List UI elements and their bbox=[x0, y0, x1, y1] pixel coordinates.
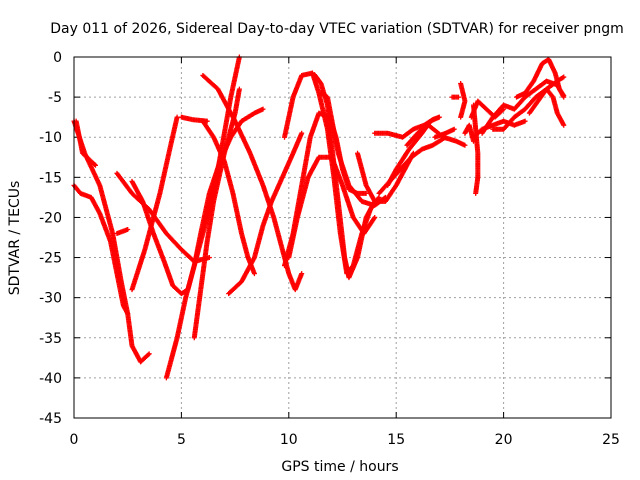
series-arc-26 bbox=[458, 80, 468, 120]
data-point bbox=[92, 161, 98, 167]
data-point bbox=[92, 162, 98, 168]
y-tick-labels: 0 -5 -10 -15 -20 -25 -30 -35 -40 -45 bbox=[39, 50, 62, 427]
series-arc-25 bbox=[449, 94, 461, 100]
data-point bbox=[299, 271, 305, 277]
data-point bbox=[204, 118, 210, 124]
x-axis-label: GPS time / hours bbox=[281, 459, 398, 475]
series-arc-7 bbox=[129, 114, 180, 293]
data-point bbox=[473, 190, 479, 196]
y-tick-label: -30 bbox=[39, 291, 62, 307]
series-arc-22 bbox=[385, 114, 442, 188]
data-point bbox=[372, 198, 378, 204]
y-axis-label: SDTVAR / TECUs bbox=[7, 181, 23, 296]
x-tick-labels: 0 5 10 15 20 25 bbox=[70, 432, 620, 448]
data-point bbox=[561, 122, 567, 128]
y-tick-label: -5 bbox=[48, 90, 62, 106]
series-arc-23 bbox=[404, 122, 468, 148]
y-tick-label: -10 bbox=[39, 130, 62, 146]
series-arc-13 bbox=[226, 130, 305, 297]
data-point bbox=[260, 106, 266, 112]
x-tick-label: 0 bbox=[70, 432, 79, 448]
y-tick-label: -40 bbox=[39, 371, 62, 387]
series-arc-4 bbox=[114, 226, 131, 236]
data-point bbox=[458, 114, 464, 120]
series-arc-19 bbox=[355, 150, 378, 204]
series-arc-14 bbox=[282, 110, 369, 269]
data-point bbox=[251, 271, 257, 277]
y-tick-label: -15 bbox=[39, 170, 62, 186]
data-point bbox=[299, 130, 305, 136]
series-arc-18 bbox=[318, 90, 388, 208]
x-tick-label: 20 bbox=[495, 432, 513, 448]
y-tick-label: -25 bbox=[39, 251, 62, 267]
data-point bbox=[125, 226, 131, 232]
data-point bbox=[372, 214, 378, 220]
series-arc-9 bbox=[163, 106, 266, 381]
data-point bbox=[451, 126, 457, 132]
data-point bbox=[236, 86, 242, 92]
x-tick-label: 5 bbox=[177, 432, 186, 448]
data-point bbox=[206, 255, 212, 261]
data-point bbox=[462, 142, 468, 148]
y-tick-label: -35 bbox=[39, 331, 62, 347]
series-arc-24 bbox=[432, 126, 457, 140]
series-arc-1 bbox=[71, 118, 152, 365]
data-point bbox=[145, 352, 151, 358]
series-arc-34 bbox=[526, 86, 567, 128]
data-points bbox=[71, 54, 567, 381]
series-arc-15 bbox=[282, 70, 382, 277]
series-arc-20 bbox=[376, 134, 449, 196]
data-point bbox=[174, 114, 180, 120]
plot-frame bbox=[73, 56, 612, 419]
x-tick-label: 10 bbox=[280, 432, 298, 448]
data-point bbox=[455, 94, 461, 100]
chart-title: Day 011 of 2026, Sidereal Day-to-day VTE… bbox=[50, 21, 624, 37]
series-arc-8 bbox=[178, 114, 210, 124]
data-point bbox=[561, 74, 567, 80]
x-tick-label: 15 bbox=[387, 432, 405, 448]
series-arc-6 bbox=[129, 54, 242, 297]
data-point bbox=[381, 195, 387, 201]
data-point bbox=[125, 311, 131, 317]
y-tick-label: 0 bbox=[53, 50, 62, 66]
data-point bbox=[436, 114, 442, 120]
y-tick-label: -20 bbox=[39, 210, 62, 226]
x-tick-label: 25 bbox=[602, 432, 620, 448]
data-point bbox=[146, 351, 152, 357]
series-arc-3 bbox=[73, 118, 98, 168]
data-point bbox=[522, 118, 528, 124]
series-arc-12 bbox=[200, 72, 305, 293]
data-point bbox=[382, 194, 388, 200]
series-arc-33 bbox=[513, 56, 567, 100]
data-point bbox=[363, 190, 369, 196]
series-arc-2 bbox=[71, 182, 131, 317]
data-point bbox=[561, 93, 567, 99]
y-tick-label: -45 bbox=[39, 411, 62, 427]
